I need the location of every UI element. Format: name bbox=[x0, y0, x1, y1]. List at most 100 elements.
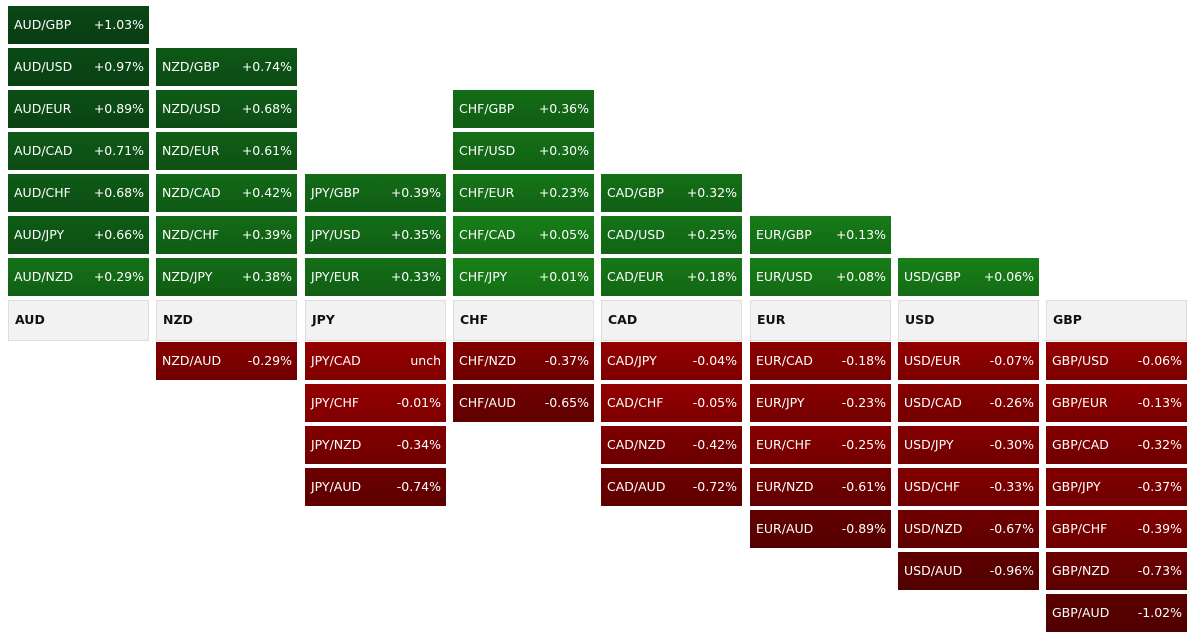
gain-cell: CHF/JPY +0.01% bbox=[453, 258, 594, 296]
currency-header: NZD bbox=[156, 300, 297, 341]
pair-change: +0.66% bbox=[93, 227, 144, 242]
pair-change: +0.05% bbox=[538, 227, 589, 242]
pair-name: EUR/AUD bbox=[756, 521, 814, 536]
pair-change: -0.06% bbox=[1137, 353, 1182, 368]
loss-cell: CAD/JPY -0.04% bbox=[601, 342, 742, 380]
pair-name: USD/CAD bbox=[904, 395, 962, 410]
pair-name: GBP/EUR bbox=[1052, 395, 1108, 410]
loss-cell: USD/CAD -0.26% bbox=[898, 384, 1039, 422]
loss-cell: USD/AUD -0.96% bbox=[898, 552, 1039, 590]
pair-name: AUD/GBP bbox=[14, 17, 72, 32]
loss-cell: USD/JPY -0.30% bbox=[898, 426, 1039, 464]
loss-cell: JPY/CHF -0.01% bbox=[305, 384, 446, 422]
currency-header: EUR bbox=[750, 300, 891, 341]
pair-name: CAD/AUD bbox=[607, 479, 666, 494]
gain-cell: JPY/USD +0.35% bbox=[305, 216, 446, 254]
gain-cell: AUD/GBP +1.03% bbox=[8, 6, 149, 44]
pair-name: USD/GBP bbox=[904, 269, 961, 284]
pair-name: EUR/USD bbox=[756, 269, 813, 284]
loss-cell: JPY/CAD unch bbox=[305, 342, 446, 380]
pair-name: NZD/AUD bbox=[162, 353, 222, 368]
loss-cell: NZD/AUD -0.29% bbox=[156, 342, 297, 380]
loss-cell: USD/NZD -0.67% bbox=[898, 510, 1039, 548]
pair-change: -0.37% bbox=[544, 353, 589, 368]
gain-cell: AUD/JPY +0.66% bbox=[8, 216, 149, 254]
pair-name: NZD/GBP bbox=[162, 59, 220, 74]
gain-cell: NZD/EUR +0.61% bbox=[156, 132, 297, 170]
loss-cell: GBP/CHF -0.39% bbox=[1046, 510, 1187, 548]
pair-name: GBP/CAD bbox=[1052, 437, 1109, 452]
loss-cell: GBP/JPY -0.37% bbox=[1046, 468, 1187, 506]
pair-change: +0.74% bbox=[241, 59, 292, 74]
currency-header: GBP bbox=[1046, 300, 1187, 341]
currency-header: USD bbox=[898, 300, 1039, 341]
pair-change: +0.36% bbox=[538, 101, 589, 116]
pair-name: AUD/NZD bbox=[14, 269, 74, 284]
loss-cell: EUR/CHF -0.25% bbox=[750, 426, 891, 464]
pair-name: GBP/CHF bbox=[1052, 521, 1108, 536]
pair-change: -0.32% bbox=[1137, 437, 1182, 452]
pair-change: unch bbox=[410, 353, 441, 368]
pair-name: NZD/USD bbox=[162, 101, 221, 116]
pair-name: JPY/EUR bbox=[311, 269, 360, 284]
currency-header: CHF bbox=[453, 300, 594, 341]
pair-change: -0.07% bbox=[989, 353, 1034, 368]
pair-name: EUR/NZD bbox=[756, 479, 814, 494]
loss-cell: CAD/CHF -0.05% bbox=[601, 384, 742, 422]
pair-change: +0.29% bbox=[93, 269, 144, 284]
loss-cell: EUR/JPY -0.23% bbox=[750, 384, 891, 422]
pair-change: +0.13% bbox=[835, 227, 886, 242]
pair-name: AUD/CHF bbox=[14, 185, 71, 200]
pair-name: CHF/AUD bbox=[459, 395, 516, 410]
loss-cell: GBP/USD -0.06% bbox=[1046, 342, 1187, 380]
loss-cell: GBP/AUD -1.02% bbox=[1046, 594, 1187, 632]
pair-name: JPY/AUD bbox=[311, 479, 362, 494]
pair-change: -0.42% bbox=[692, 437, 737, 452]
gain-cell: AUD/NZD +0.29% bbox=[8, 258, 149, 296]
pair-name: USD/NZD bbox=[904, 521, 963, 536]
gain-cell: CAD/EUR +0.18% bbox=[601, 258, 742, 296]
gain-cell: CHF/EUR +0.23% bbox=[453, 174, 594, 212]
pair-change: +0.01% bbox=[538, 269, 589, 284]
gain-cell: CHF/CAD +0.05% bbox=[453, 216, 594, 254]
pair-change: +0.68% bbox=[241, 101, 292, 116]
pair-change: -0.29% bbox=[247, 353, 292, 368]
currency-header: AUD bbox=[8, 300, 149, 341]
pair-change: -0.18% bbox=[841, 353, 886, 368]
pair-change: +0.61% bbox=[241, 143, 292, 158]
pair-change: -0.72% bbox=[692, 479, 737, 494]
pair-name: GBP/AUD bbox=[1052, 605, 1110, 620]
pair-name: AUD/USD bbox=[14, 59, 73, 74]
currency-name: USD bbox=[905, 312, 935, 327]
loss-cell: CHF/NZD -0.37% bbox=[453, 342, 594, 380]
pair-change: -0.25% bbox=[841, 437, 886, 452]
pair-name: JPY/NZD bbox=[311, 437, 362, 452]
loss-cell: CAD/AUD -0.72% bbox=[601, 468, 742, 506]
gain-cell: EUR/GBP +0.13% bbox=[750, 216, 891, 254]
gain-cell: NZD/CAD +0.42% bbox=[156, 174, 297, 212]
currency-header: CAD bbox=[601, 300, 742, 341]
pair-change: +0.18% bbox=[686, 269, 737, 284]
pair-name: JPY/CAD bbox=[311, 353, 361, 368]
pair-name: NZD/JPY bbox=[162, 269, 213, 284]
pair-name: CHF/GBP bbox=[459, 101, 515, 116]
pair-name: EUR/CHF bbox=[756, 437, 812, 452]
gain-cell: AUD/CHF +0.68% bbox=[8, 174, 149, 212]
pair-change: -0.01% bbox=[396, 395, 441, 410]
pair-change: -0.05% bbox=[692, 395, 737, 410]
pair-change: -0.61% bbox=[841, 479, 886, 494]
pair-name: GBP/NZD bbox=[1052, 563, 1110, 578]
pair-name: AUD/JPY bbox=[14, 227, 65, 242]
pair-name: CHF/JPY bbox=[459, 269, 508, 284]
pair-name: EUR/JPY bbox=[756, 395, 805, 410]
pair-change: -0.26% bbox=[989, 395, 1034, 410]
gain-cell: JPY/GBP +0.39% bbox=[305, 174, 446, 212]
pair-name: CAD/EUR bbox=[607, 269, 664, 284]
pair-change: +0.97% bbox=[93, 59, 144, 74]
pair-change: +0.30% bbox=[538, 143, 589, 158]
pair-name: CHF/CAD bbox=[459, 227, 516, 242]
loss-cell: GBP/NZD -0.73% bbox=[1046, 552, 1187, 590]
pair-name: GBP/JPY bbox=[1052, 479, 1101, 494]
pair-name: AUD/EUR bbox=[14, 101, 72, 116]
